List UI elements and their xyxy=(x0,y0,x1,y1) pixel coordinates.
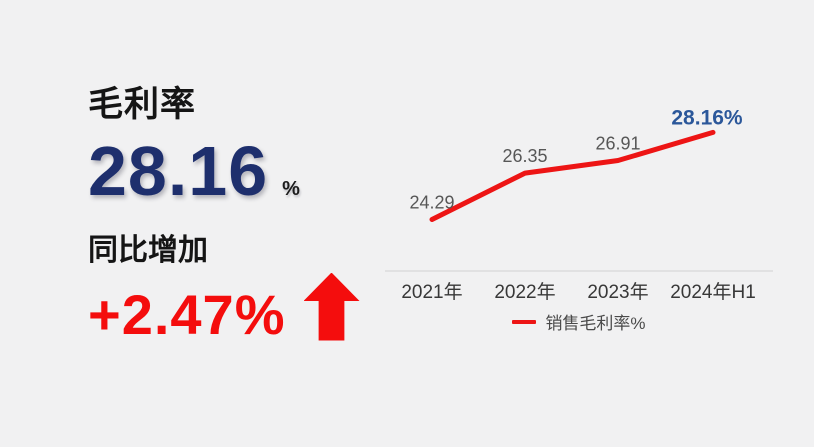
metric-value-row: 28.16 % xyxy=(88,132,378,210)
chart-legend: 销售毛利率% xyxy=(383,309,775,334)
legend-line-swatch xyxy=(512,319,537,324)
svg-text:26.91: 26.91 xyxy=(595,134,640,154)
metric-unit: % xyxy=(282,177,300,200)
svg-text:2024年H1: 2024年H1 xyxy=(670,281,756,303)
up-arrow-icon xyxy=(303,272,360,341)
svg-text:24.29: 24.29 xyxy=(409,192,454,212)
legend-label: 销售毛利率% xyxy=(545,314,646,333)
svg-text:2021年: 2021年 xyxy=(401,281,462,303)
metric-title: 毛利率 xyxy=(88,85,197,124)
metric-value: 28.16 xyxy=(88,132,269,210)
svg-text:2023年: 2023年 xyxy=(587,281,648,303)
change-label: 同比增加 xyxy=(88,233,208,267)
kpi-panel: 毛利率 28.16 % 同比增加 +2.47% xyxy=(88,84,378,343)
change-row: +2.47% xyxy=(88,272,378,346)
svg-text:28.16%: 28.16% xyxy=(671,106,743,129)
gross-margin-line-chart: 24.29 26.35 26.91 28.16% 2021年 2022年 2023年 2024… xyxy=(383,91,775,334)
svg-text:26.35: 26.35 xyxy=(502,146,547,166)
change-value: +2.47% xyxy=(88,282,286,346)
svg-text:2022年: 2022年 xyxy=(494,281,555,303)
line-chart-svg: 24.29 26.35 26.91 28.16% 2021年 2022年 2023年 2024… xyxy=(385,106,773,303)
